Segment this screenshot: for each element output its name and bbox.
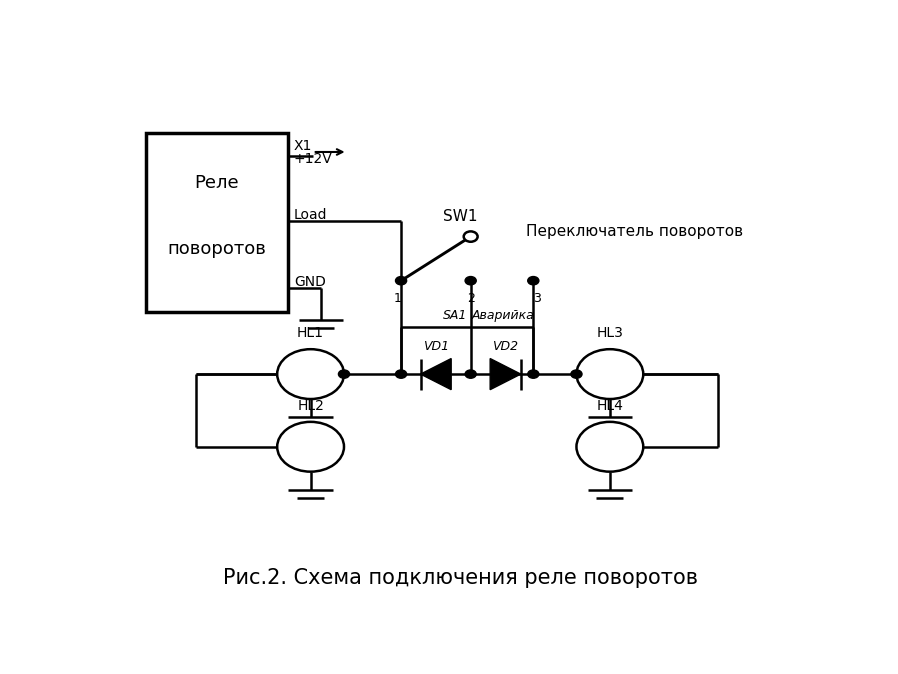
Circle shape [277, 349, 344, 399]
Text: Аварийка: Аварийка [472, 309, 535, 322]
Circle shape [463, 231, 478, 242]
Text: SW1: SW1 [443, 208, 478, 224]
Text: HL3: HL3 [596, 326, 623, 340]
Polygon shape [490, 359, 521, 390]
Text: VD1: VD1 [423, 340, 449, 353]
Circle shape [577, 422, 643, 472]
Circle shape [395, 276, 407, 285]
Text: Load: Load [294, 208, 328, 222]
Circle shape [571, 370, 582, 378]
Text: GND: GND [294, 275, 326, 289]
Text: HL2: HL2 [297, 398, 324, 412]
Bar [145, 133, 288, 312]
Circle shape [528, 370, 539, 378]
Circle shape [277, 422, 344, 472]
Text: 3: 3 [533, 292, 541, 305]
Text: SA1: SA1 [443, 309, 467, 322]
Text: 2: 2 [467, 292, 475, 305]
Text: X1: X1 [294, 139, 313, 153]
Text: HL4: HL4 [596, 398, 623, 412]
Polygon shape [420, 359, 451, 390]
Circle shape [339, 370, 349, 378]
Text: HL1: HL1 [297, 326, 324, 340]
Text: поворотов: поворотов [168, 240, 267, 258]
Text: VD2: VD2 [492, 340, 518, 353]
Text: Переключатель поворотов: Переключатель поворотов [526, 224, 744, 239]
Circle shape [528, 276, 539, 285]
Circle shape [395, 370, 407, 378]
Text: +12V: +12V [294, 152, 332, 166]
Text: Рис.2. Схема подключения реле поворотов: Рис.2. Схема подключения реле поворотов [223, 568, 698, 588]
Text: Реле: Реле [195, 174, 239, 192]
Circle shape [465, 276, 476, 285]
Circle shape [465, 370, 476, 378]
Circle shape [577, 349, 643, 399]
Text: 1: 1 [393, 292, 401, 305]
